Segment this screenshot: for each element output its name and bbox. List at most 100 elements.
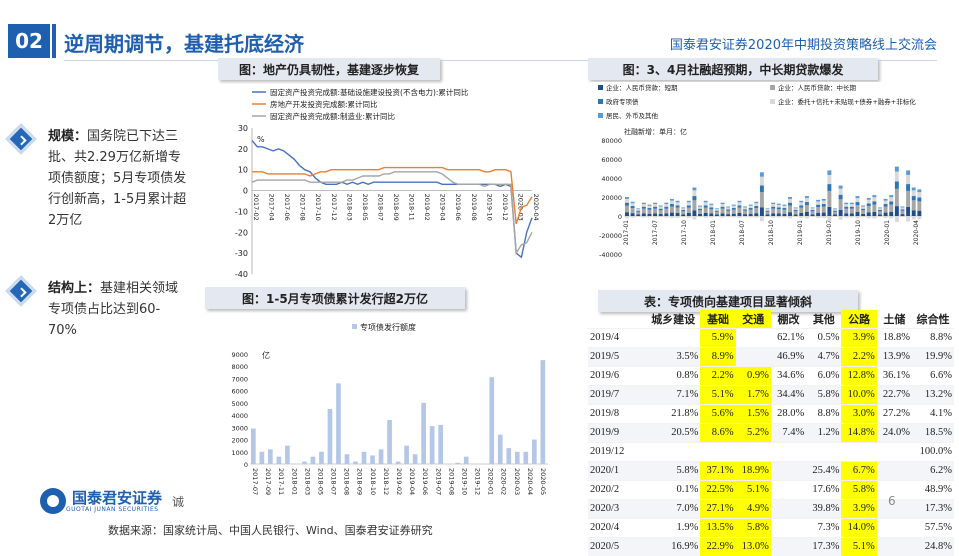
- bar-segment: [883, 198, 888, 201]
- table-cell: 27.2%: [876, 403, 912, 423]
- bar-segment: [731, 209, 736, 214]
- table-cell: [841, 441, 877, 461]
- table-cell: 25.4%: [806, 460, 842, 480]
- table-cell: 3.9%: [841, 327, 877, 347]
- x-tick-label: 2018-05: [361, 194, 369, 221]
- bar-segment: [669, 204, 674, 207]
- bar: [302, 461, 307, 464]
- table-cell: 2019/9: [588, 422, 646, 442]
- table-row: 2019/6 0.8% 2.2% 0.9% 34.6% 6.0% 12.8% 36.1% 6.6…: [588, 365, 954, 385]
- bar-segment: [894, 181, 899, 189]
- bar-negative: [883, 216, 888, 219]
- bar-negative: [782, 216, 787, 218]
- bar-segment: [872, 211, 877, 216]
- bar-segment: [664, 206, 669, 209]
- bar-segment: [821, 206, 826, 213]
- bar-segment: [709, 213, 714, 216]
- bar-segment: [844, 202, 849, 205]
- table-row: 2019/5 3.5% 8.9% 46.9% 4.7% 2.2% 13.9% 19.9%: [588, 346, 954, 366]
- bar-segment: [669, 200, 674, 205]
- y-tick-label: -20: [235, 228, 248, 237]
- bar-negative: [917, 216, 922, 220]
- table-cell: 5.8%: [646, 460, 701, 480]
- table-cell: 18.5%: [911, 422, 954, 442]
- y-tick-label: 2000: [231, 437, 248, 445]
- x-tick-label: 2017-08: [299, 194, 307, 221]
- bar-segment: [636, 210, 641, 212]
- table-cell: 8.9%: [700, 346, 736, 366]
- bar-segment: [804, 205, 809, 213]
- bar-segment: [630, 203, 635, 207]
- header-accent-bar: [52, 24, 56, 58]
- bar: [412, 454, 418, 464]
- bar-negative: [675, 216, 680, 218]
- table-cell: 2.2%: [700, 365, 736, 385]
- bar-segment: [771, 202, 776, 205]
- y-tick-label: 3000: [231, 424, 248, 432]
- x-tick-label: 2019-07: [826, 220, 833, 245]
- bar-segment: [720, 204, 725, 207]
- x-tick-label: 2019-02: [423, 194, 431, 221]
- bar-segment: [821, 200, 826, 205]
- table-cell: 22.7%: [876, 384, 912, 404]
- bar-segment: [709, 209, 714, 214]
- bar-segment: [720, 208, 725, 214]
- bar-segment: [641, 208, 646, 214]
- table-cell: 8.6%: [700, 422, 736, 442]
- x-tick-label: 2019-06: [421, 468, 429, 495]
- chart-special-bonds: 专项债发行额度 亿 9000 8000 7000 6000 5000 4000 3000 200…: [222, 318, 552, 510]
- bar-segment: [709, 203, 714, 205]
- bar-segment: [675, 205, 680, 208]
- x-tick-label: 2018-07: [376, 194, 384, 221]
- table-cell: [770, 441, 807, 461]
- x-tick-label: 2019-07: [434, 468, 442, 495]
- table-cell: 8.8%: [806, 403, 842, 423]
- bar-segment: [748, 208, 753, 210]
- bar-segment: [793, 211, 798, 215]
- bar-segment: [776, 207, 781, 210]
- bar-segment: [776, 213, 781, 216]
- diamond-check-icon: [5, 123, 37, 155]
- bar-negative: [894, 216, 899, 222]
- table-cell: 27.1%: [700, 498, 736, 518]
- bar-negative: [878, 216, 882, 218]
- bar: [489, 377, 495, 464]
- bar-segment: [799, 200, 804, 203]
- x-tick-label: 2018-03: [303, 468, 311, 495]
- bar-negative: [731, 216, 736, 218]
- bar-negative: [658, 216, 663, 218]
- bar-segment: [647, 213, 652, 216]
- bar-segment: [849, 204, 854, 207]
- bar-segment: [866, 206, 871, 213]
- table-cell: [806, 441, 842, 461]
- table-cell: 34.6%: [770, 365, 807, 385]
- bar-segment: [821, 198, 826, 201]
- x-tick-label: 2020-01: [884, 220, 891, 245]
- bar-segment: [793, 210, 798, 212]
- bar-segment: [686, 212, 691, 216]
- x-tick-label: 2018-10: [369, 468, 377, 495]
- bar-segment: [759, 185, 764, 192]
- bar-segment: [883, 212, 888, 216]
- table-cell: 4.7%: [806, 346, 842, 366]
- bar-segment: [894, 171, 899, 182]
- table-cell: 0.9%: [735, 365, 771, 385]
- y-tick-label: 0: [244, 461, 248, 469]
- y-tick-label: 10: [238, 166, 248, 175]
- table-cell: [770, 479, 807, 499]
- table-cell: [770, 498, 807, 518]
- logo-name: 国泰君安证券: [72, 488, 163, 507]
- bar-segment: [653, 206, 658, 209]
- table-cell: 8.8%: [911, 327, 954, 347]
- bar-segment: [709, 207, 714, 210]
- series-line-2: [252, 166, 533, 225]
- bar-segment: [788, 205, 792, 213]
- bar-segment: [855, 212, 860, 216]
- logo-slogan: 诚: [172, 494, 185, 509]
- bar-segment: [866, 197, 871, 200]
- table-cell: 24.8%: [911, 536, 954, 556]
- table-cell: 100.0%: [911, 441, 954, 461]
- bar-segment: [647, 204, 652, 206]
- bar-segment: [714, 214, 719, 216]
- bar-segment: [720, 206, 725, 209]
